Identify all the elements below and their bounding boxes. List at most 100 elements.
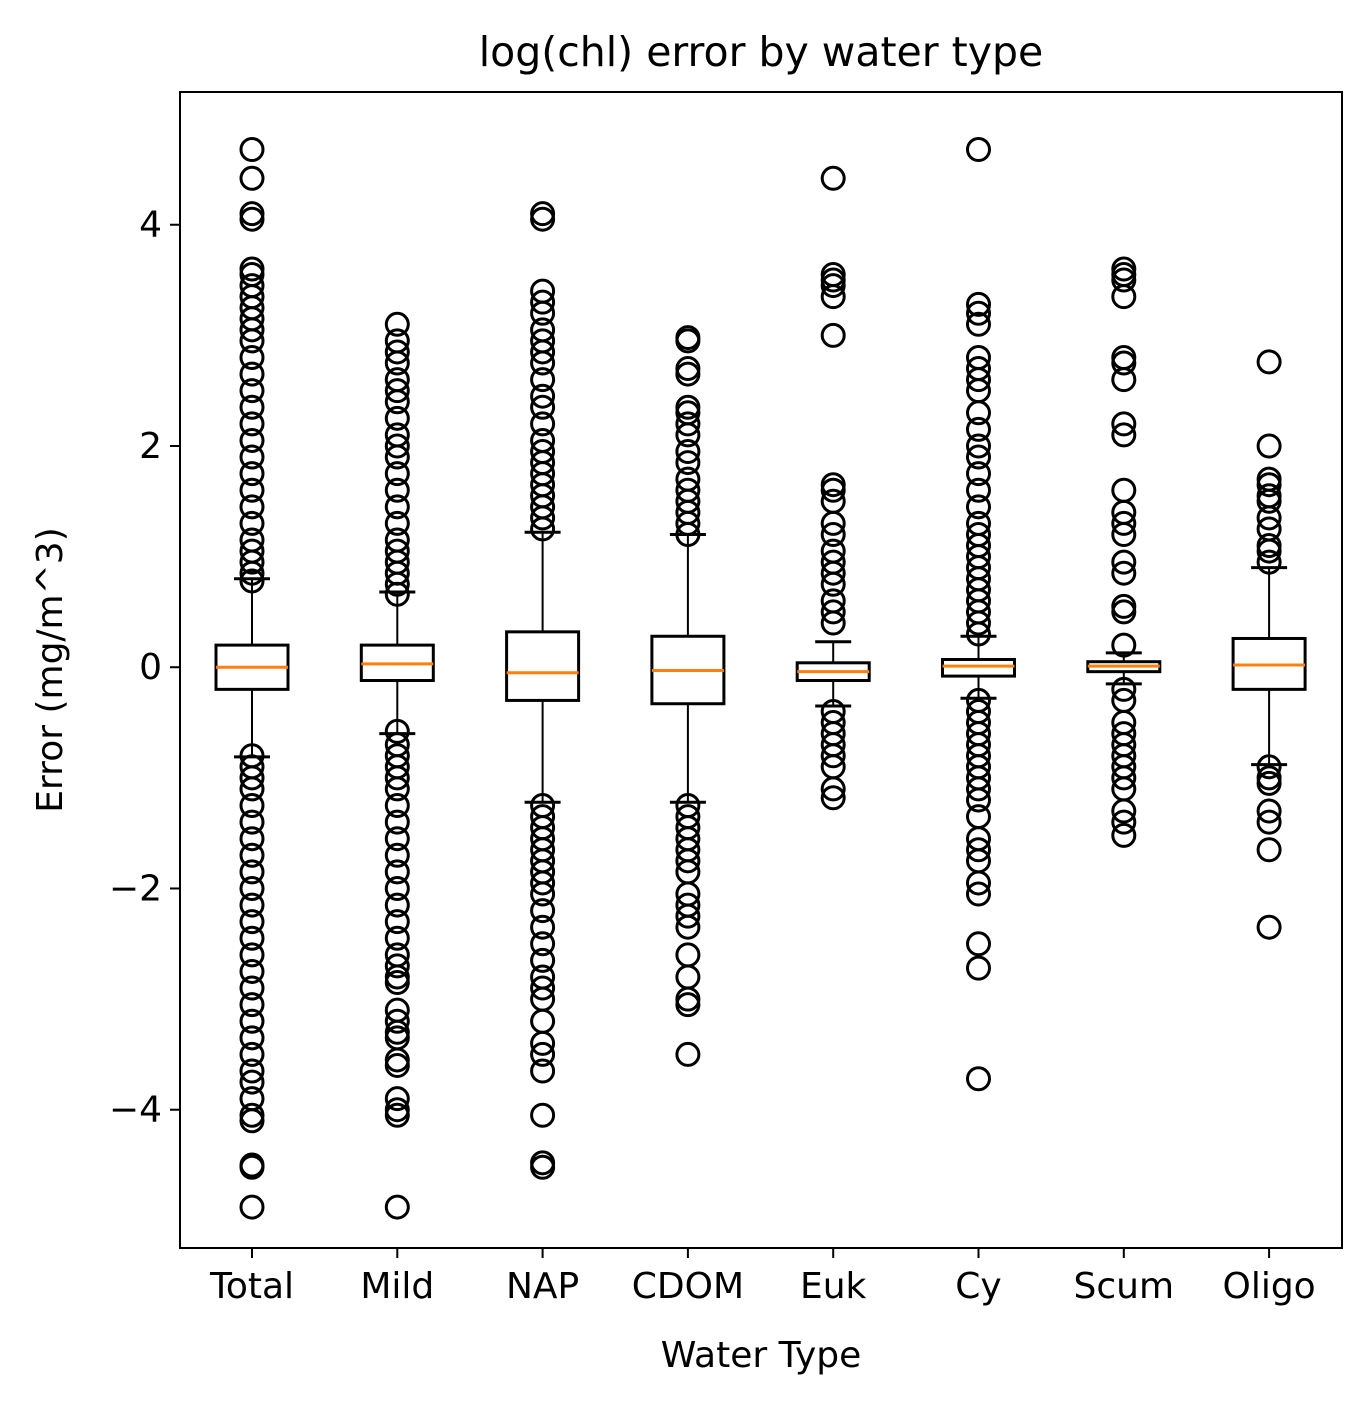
outlier-point	[966, 137, 991, 163]
outlier-point	[384, 875, 410, 901]
outlier-point	[530, 898, 556, 924]
outlier-point	[384, 1086, 410, 1112]
outlier-point	[1111, 256, 1137, 282]
outlier-point	[530, 1030, 556, 1056]
iqr-box	[941, 657, 1016, 678]
x-tick-label: Cy	[955, 1266, 1001, 1307]
outlier-point	[675, 450, 701, 476]
outlier-point	[820, 521, 846, 547]
outlier-point	[239, 527, 265, 553]
outlier-point	[239, 256, 265, 282]
outlier-point	[530, 1041, 556, 1067]
outlier-point	[384, 909, 410, 935]
outlier-point	[1256, 798, 1282, 824]
outlier-point	[384, 461, 410, 487]
outlier-point	[384, 477, 410, 503]
outlier-point	[530, 439, 556, 465]
outlier-point	[384, 1102, 410, 1128]
outlier-point	[675, 466, 701, 492]
y-tick-label: −2	[109, 868, 162, 909]
outlier-point	[1256, 914, 1282, 940]
outlier-point	[239, 892, 265, 918]
outlier-point	[239, 444, 265, 470]
outlier-point	[820, 262, 846, 288]
outlier-point	[966, 344, 991, 370]
outlier-point	[820, 488, 846, 514]
outlier-point	[1256, 516, 1282, 542]
outlier-point	[384, 311, 410, 337]
outlier-point	[239, 427, 265, 453]
box-group-total	[214, 137, 290, 1220]
x-tick-label: NAP	[506, 1266, 579, 1307]
outlier-point	[675, 411, 701, 437]
outlier-point	[530, 289, 556, 315]
outlier-point	[384, 328, 410, 354]
outlier-point	[966, 300, 991, 326]
x-tick-label: Scum	[1074, 1266, 1175, 1307]
outlier-point	[820, 322, 846, 348]
outlier-point	[384, 510, 410, 536]
outlier-point	[966, 311, 991, 337]
outlier-point	[820, 165, 846, 191]
plot-content	[214, 137, 1307, 1220]
x-axis-label: Water Type	[661, 1335, 862, 1376]
outlier-point	[239, 1008, 265, 1034]
outlier-point	[966, 291, 991, 317]
outlier-point	[239, 765, 265, 791]
outlier-point	[239, 1194, 265, 1220]
box-group-scum	[1086, 256, 1162, 848]
outlier-point	[530, 367, 556, 393]
outlier-point	[239, 538, 265, 564]
outlier-point	[384, 842, 410, 868]
outlier-point	[1111, 676, 1137, 702]
outlier-point	[966, 416, 991, 442]
outlier-point	[239, 273, 265, 299]
outlier-point	[530, 278, 556, 304]
x-axis: Total Mild NAP CDOM Euk Cy Scum Oligo	[209, 1248, 1316, 1307]
outlier-point	[384, 809, 410, 835]
outlier-point	[530, 881, 556, 907]
box-group-oligo	[1231, 349, 1307, 940]
outlier-point	[1111, 422, 1137, 448]
outlier-point	[384, 527, 410, 553]
x-tick-label: Oligo	[1222, 1266, 1315, 1307]
outlier-point	[239, 909, 265, 935]
outlier-point	[239, 165, 265, 191]
x-tick-label: Total	[209, 1266, 294, 1307]
y-axis-label: Error (mg/m^3)	[30, 527, 71, 812]
outlier-point	[1256, 466, 1282, 492]
outlier-point	[966, 477, 991, 503]
outlier-point	[384, 953, 410, 979]
outlier-point	[820, 538, 846, 564]
outlier-point	[675, 394, 701, 420]
outlier-point	[820, 472, 846, 498]
outlier-point	[530, 914, 556, 940]
outlier-point	[239, 992, 265, 1018]
outlier-point	[820, 549, 846, 575]
outlier-point	[966, 776, 991, 802]
outlier-point	[1111, 798, 1137, 824]
outlier-point	[530, 975, 556, 1001]
outlier-point	[530, 1154, 556, 1180]
outlier-point	[239, 809, 265, 835]
box-group-mild	[359, 311, 435, 1220]
outlier-point	[384, 859, 410, 885]
outlier-point	[966, 931, 991, 957]
outlier-point	[966, 356, 991, 382]
iqr-box	[505, 630, 581, 702]
outlier-point	[675, 477, 701, 503]
outlier-point	[239, 859, 265, 885]
outlier-point	[530, 870, 556, 896]
outlier-point	[530, 947, 556, 973]
outlier-point	[675, 903, 701, 929]
outlier-point	[530, 1102, 556, 1128]
outlier-point	[530, 201, 556, 227]
outlier-point	[239, 975, 265, 1001]
outlier-point	[1111, 822, 1137, 848]
y-tick-label: 0	[139, 647, 162, 688]
outlier-point	[675, 1041, 701, 1067]
outlier-point	[239, 1154, 265, 1180]
outlier-point	[1256, 533, 1282, 559]
outlier-point	[1256, 837, 1282, 863]
